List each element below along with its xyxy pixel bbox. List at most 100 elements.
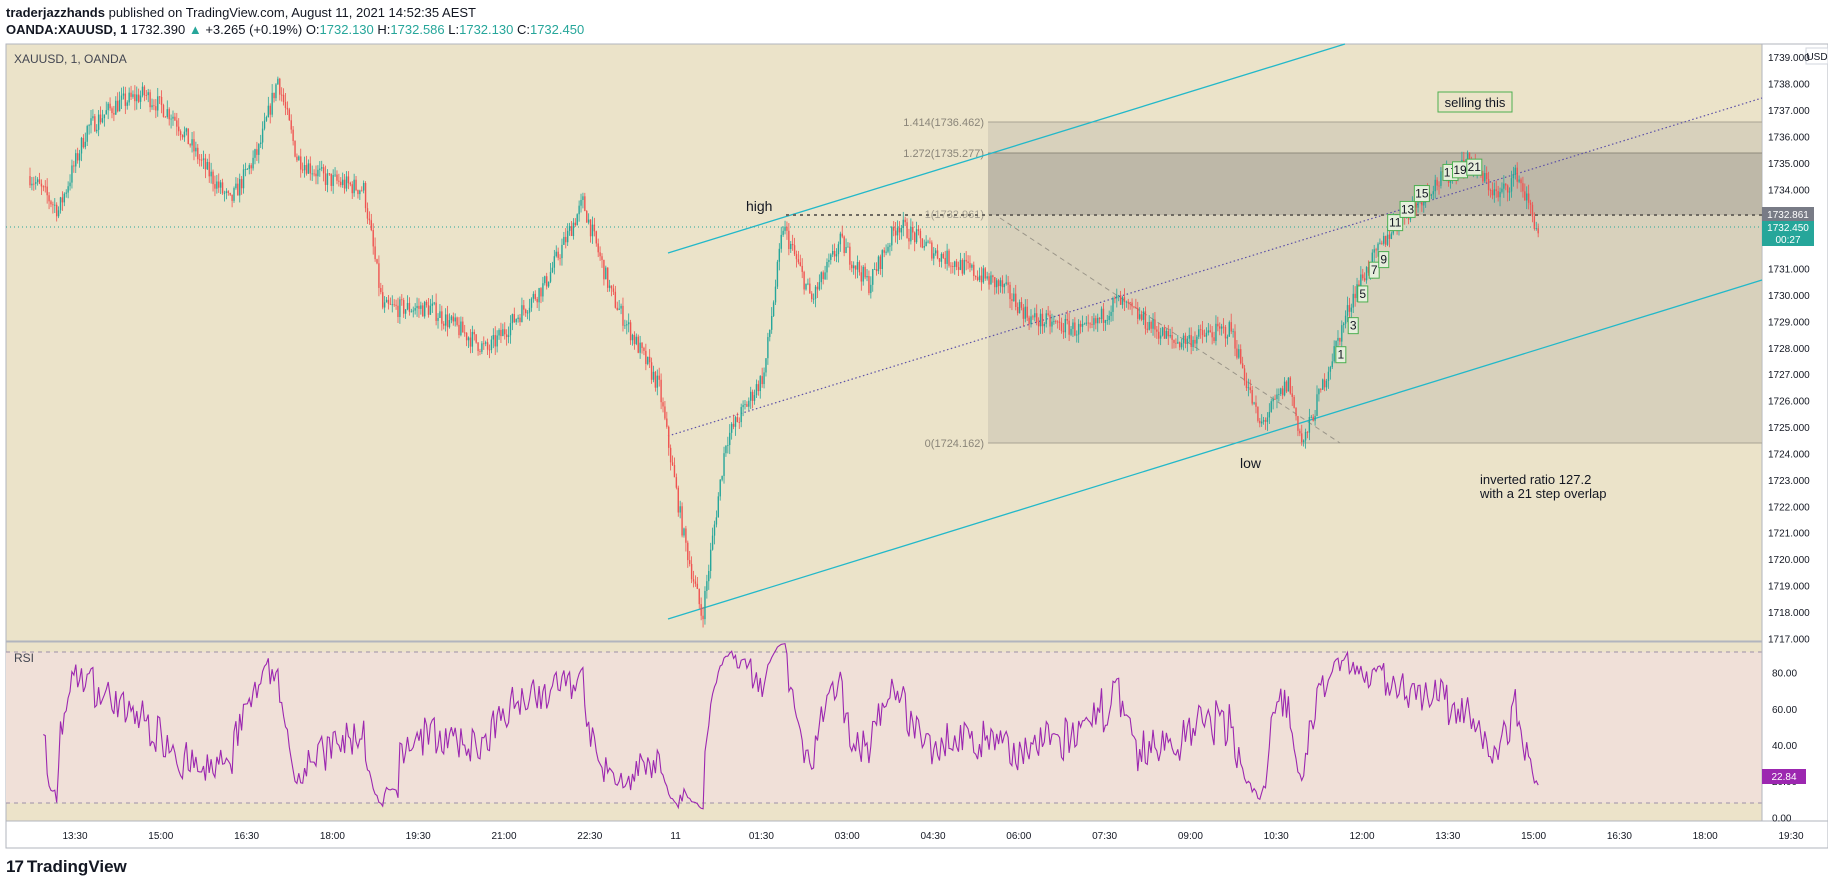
time-tick-labels: 13:30 15:00 16:30 18:00 19:30 21:00 22:30 11 01:… bbox=[62, 831, 1803, 842]
candle-body bbox=[502, 329, 504, 337]
candle-body bbox=[816, 286, 819, 290]
candle-body bbox=[481, 343, 483, 352]
candle-body bbox=[1215, 323, 1217, 341]
candle-body bbox=[696, 583, 699, 589]
candle-body bbox=[1100, 308, 1103, 320]
candle-body bbox=[635, 336, 638, 345]
candle-body bbox=[1516, 167, 1518, 182]
candle-body bbox=[990, 275, 992, 285]
candle-body bbox=[868, 276, 870, 294]
author-name[interactable]: traderjazzhands bbox=[6, 5, 105, 20]
step-box bbox=[1466, 158, 1483, 176]
selling-box[interactable] bbox=[1437, 91, 1513, 113]
candle-body bbox=[414, 308, 416, 311]
step-label: 19 bbox=[1453, 163, 1467, 177]
candle-body bbox=[422, 305, 424, 317]
candle-body bbox=[904, 219, 906, 223]
candle-body bbox=[658, 375, 660, 380]
candle-body bbox=[401, 299, 403, 301]
candle-body bbox=[1342, 323, 1345, 326]
candle-body bbox=[835, 254, 838, 257]
candle-body bbox=[252, 157, 254, 169]
candle-body bbox=[151, 105, 153, 108]
candle-body bbox=[1379, 242, 1381, 244]
candle-body bbox=[627, 322, 630, 325]
candle-body bbox=[1087, 322, 1089, 324]
candle-body bbox=[538, 288, 540, 303]
currency-badge[interactable] bbox=[1805, 47, 1828, 65]
candle-body bbox=[1066, 318, 1068, 321]
candle-body bbox=[1501, 188, 1503, 192]
candle-body bbox=[124, 93, 127, 106]
candle-body bbox=[433, 302, 435, 304]
candle-body bbox=[153, 105, 155, 107]
candle-body bbox=[845, 247, 847, 253]
candle-body bbox=[391, 304, 393, 306]
candle-body bbox=[475, 334, 477, 343]
candle-body bbox=[1186, 338, 1189, 344]
candle-body bbox=[73, 165, 75, 167]
candles-group bbox=[29, 76, 1539, 628]
candle-body bbox=[448, 320, 451, 328]
candle-body bbox=[130, 92, 132, 97]
candle-body bbox=[1074, 322, 1076, 336]
candle-body bbox=[80, 137, 83, 154]
time-tick: 18:00 bbox=[320, 831, 345, 842]
candle-body bbox=[55, 204, 58, 217]
candle-body bbox=[1108, 315, 1110, 320]
annotation-low[interactable]: low bbox=[1240, 455, 1262, 471]
candle-body bbox=[1302, 440, 1305, 443]
candle-body bbox=[435, 302, 437, 321]
time-tick: 13:30 bbox=[62, 831, 87, 842]
candle-body bbox=[645, 350, 647, 365]
candle-body bbox=[1119, 295, 1122, 305]
candle-body bbox=[328, 173, 331, 175]
candle-body bbox=[683, 528, 685, 536]
candle-body bbox=[862, 266, 864, 282]
candle-body bbox=[1154, 319, 1156, 330]
candle-body bbox=[250, 165, 252, 169]
candle-body bbox=[425, 301, 428, 306]
candle-body bbox=[1362, 274, 1364, 279]
candle-body bbox=[994, 277, 996, 288]
candle-body bbox=[1304, 431, 1307, 441]
time-tick: 19:30 bbox=[1778, 831, 1803, 842]
candle-body bbox=[1522, 183, 1524, 192]
annotation-high[interactable]: high bbox=[746, 198, 772, 214]
price-tick: 1720.000 bbox=[1768, 555, 1810, 566]
candle-body bbox=[1007, 282, 1009, 285]
price-tick: 1723.000 bbox=[1768, 476, 1810, 487]
channel-upper[interactable] bbox=[667, 43, 1346, 254]
candle-body bbox=[1415, 203, 1417, 208]
candle-body bbox=[774, 286, 777, 303]
candle-body bbox=[1192, 339, 1194, 348]
candle-body bbox=[38, 179, 41, 184]
channel-lower[interactable] bbox=[667, 279, 1763, 620]
time-axis[interactable] bbox=[5, 820, 1828, 849]
candle-body bbox=[404, 309, 407, 314]
candle-body bbox=[1440, 171, 1442, 186]
candle-body bbox=[376, 259, 378, 264]
price-axis[interactable] bbox=[1761, 43, 1828, 822]
candle-body bbox=[103, 114, 106, 119]
price-tick: 1737.000 bbox=[1768, 106, 1810, 117]
candle-body bbox=[721, 475, 723, 480]
candle-body bbox=[931, 242, 933, 259]
candle-body bbox=[1527, 193, 1530, 203]
channel-mid[interactable] bbox=[667, 97, 1763, 437]
annotation-note-line2[interactable]: with a 21 step overlap bbox=[1479, 486, 1606, 501]
symbol-label[interactable]: OANDA:XAUUSD, 1 bbox=[6, 22, 128, 37]
rsi-line[interactable] bbox=[43, 642, 1539, 810]
rsi-pane-title: RSI bbox=[14, 651, 34, 665]
candle-body bbox=[496, 335, 498, 347]
brand-logo[interactable]: 17 TradingView bbox=[6, 857, 127, 877]
annotation-note-line1[interactable]: inverted ratio 127.2 bbox=[1480, 472, 1591, 487]
candle-body bbox=[1039, 313, 1042, 327]
candle-body bbox=[595, 231, 597, 244]
candle-body bbox=[561, 244, 563, 259]
candle-body bbox=[603, 259, 605, 280]
candle-body bbox=[456, 317, 458, 325]
candle-body bbox=[795, 254, 798, 260]
candle-body bbox=[389, 303, 392, 305]
